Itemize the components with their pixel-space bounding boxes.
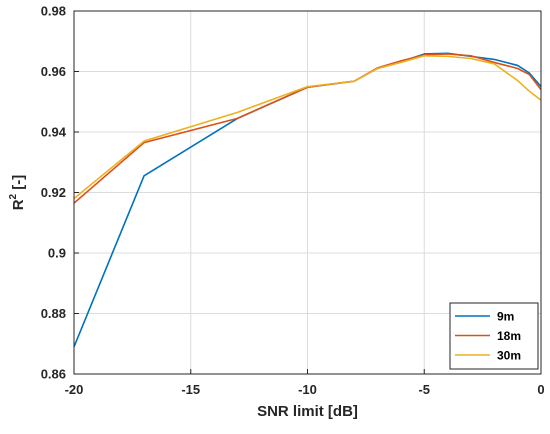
axis-ticks <box>73 10 542 375</box>
y-tick-label: 0.94 <box>41 125 67 140</box>
x-tick-label: -5 <box>418 382 430 397</box>
x-tick-label: -15 <box>181 382 200 397</box>
y-tick-label: 0.96 <box>41 64 66 79</box>
y-tick-label: 0.88 <box>41 306 66 321</box>
x-tick-label: -20 <box>65 382 84 397</box>
legend: 9m 18m 30m <box>449 302 539 370</box>
series-line-30m <box>73 54 542 200</box>
y-axis-label-superscript: 2 <box>8 193 19 199</box>
x-tick-label: -10 <box>298 382 317 397</box>
legend-label-18m: 18m <box>497 329 521 343</box>
y-axis-label-main: R <box>10 199 27 210</box>
y-tick-label: 0.86 <box>41 367 66 382</box>
x-tick-label: 0 <box>537 382 544 397</box>
legend-label-9m: 9m <box>497 310 514 324</box>
y-tick-label: 0.92 <box>41 185 66 200</box>
y-tick-label: 0.98 <box>41 4 66 19</box>
y-tick-label: 0.9 <box>48 246 66 261</box>
x-tick-labels: -20 -15 -10 -5 0 <box>65 382 545 397</box>
y-axis-label-unit: [-] <box>10 175 27 194</box>
x-axis-label: SNR limit [dB] <box>257 403 358 420</box>
y-tick-labels: 0.86 0.88 0.9 0.92 0.94 0.96 0.98 <box>41 4 67 382</box>
series-line-18m <box>73 53 542 204</box>
series-lines <box>73 52 542 348</box>
y-axis-label: R2 [-] <box>8 175 27 211</box>
legend-label-30m: 30m <box>497 349 521 363</box>
